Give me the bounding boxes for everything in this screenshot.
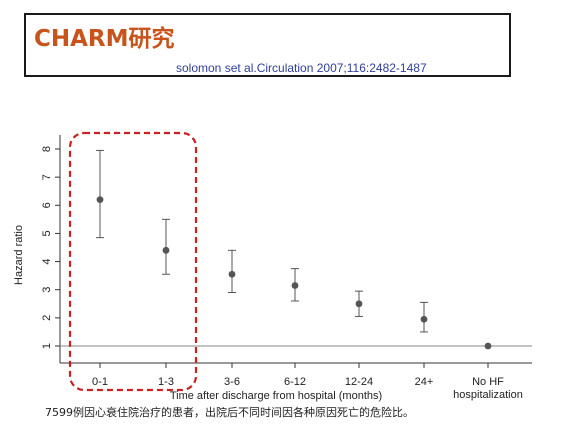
y-tick-label: 4 (41, 259, 53, 265)
y-tick-label: 3 (41, 287, 53, 293)
x-axis-title: Time after discharge from hospital (mont… (170, 390, 382, 402)
citation: solomon set al.Circulation 2007;116:2482… (176, 61, 427, 75)
chart-labels: 1 2 3 4 5 6 7 8 0-1 1-3 3-6 6-12 12-24 24+ No HFhospit… (13, 146, 523, 402)
slide-title: CHARM研究 (34, 26, 175, 52)
chart-axes (55, 135, 532, 368)
data-point (162, 246, 170, 254)
y-tick-label: 1 (41, 343, 53, 349)
chart-marks (60, 131, 532, 392)
x-tick-label: 12-24 (345, 376, 373, 388)
data-point (96, 196, 104, 204)
y-tick-label: 6 (41, 202, 53, 208)
data-point (291, 282, 299, 289)
x-tick-label: 1-3 (158, 376, 174, 388)
x-tick-label: hospitalization (453, 389, 523, 401)
title-box: CHARM研究 solomon set al.Circulation 2007;… (24, 13, 511, 77)
y-tick-label: 2 (41, 315, 53, 321)
x-tick-label: No HF (472, 376, 504, 388)
y-tick-label: 7 (41, 174, 53, 180)
x-tick-label: 3-6 (224, 376, 240, 388)
data-point (355, 300, 363, 308)
figure-caption: 7599例因心衰住院治疗的患者，出院后不同时间因各种原因死亡的危险比。 (45, 406, 414, 419)
data-point (228, 270, 236, 278)
data-point (420, 315, 428, 323)
y-axis-title: Hazard ratio (13, 225, 25, 285)
x-tick-label: 6-12 (284, 376, 306, 388)
y-tick-label: 8 (41, 146, 53, 152)
highlight-box (68, 131, 198, 392)
x-tick-label: 24+ (415, 376, 434, 388)
data-point (484, 342, 492, 350)
y-tick-label: 5 (41, 230, 53, 236)
x-tick-label: 0-1 (92, 376, 108, 388)
